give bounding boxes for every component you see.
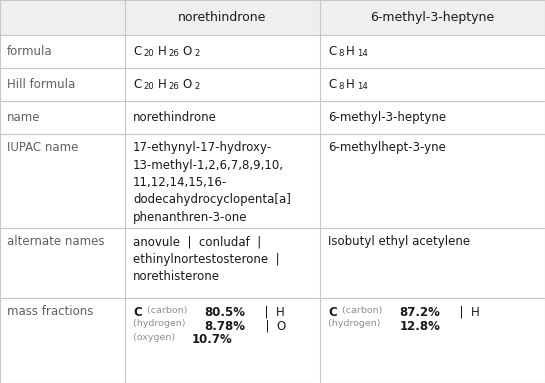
Text: 6-methyl-3-heptyne: 6-methyl-3-heptyne <box>328 111 446 124</box>
Text: 8: 8 <box>338 49 344 58</box>
Text: norethindrone: norethindrone <box>178 11 267 24</box>
Text: C: C <box>133 45 141 58</box>
Text: O: O <box>183 45 192 58</box>
Text: C: C <box>133 306 142 319</box>
Text: Hill formula: Hill formula <box>7 78 75 91</box>
Text: |  O: | O <box>258 319 286 332</box>
Text: 14: 14 <box>357 82 368 91</box>
Text: 20: 20 <box>144 82 154 91</box>
Text: H: H <box>346 45 354 58</box>
Text: C: C <box>133 78 141 91</box>
Text: 6-methyl-3-heptyne: 6-methyl-3-heptyne <box>371 11 494 24</box>
Text: Isobutyl ethyl acetylene: Isobutyl ethyl acetylene <box>328 235 470 248</box>
Text: 12.8%: 12.8% <box>399 319 440 332</box>
Text: 6-methylhept-3-yne: 6-methylhept-3-yne <box>328 141 446 154</box>
Text: alternate names: alternate names <box>7 235 105 248</box>
Text: 14: 14 <box>357 49 368 58</box>
Text: H: H <box>158 45 166 58</box>
Text: 87.2%: 87.2% <box>399 306 440 319</box>
Text: 26: 26 <box>169 82 179 91</box>
Text: name: name <box>7 111 40 124</box>
Text: 2: 2 <box>195 82 200 91</box>
Text: (hydrogen): (hydrogen) <box>133 319 189 329</box>
Text: mass fractions: mass fractions <box>7 305 93 318</box>
Bar <box>0 0 545 35</box>
Text: 20: 20 <box>144 49 154 58</box>
Text: C: C <box>328 306 337 319</box>
Text: anovule  |  conludaf  |
ethinylnortestosterone  |
norethisterone: anovule | conludaf | ethinylnortestoster… <box>133 235 280 283</box>
Text: 26: 26 <box>169 49 179 58</box>
Text: formula: formula <box>7 45 53 58</box>
Text: |  H: | H <box>257 306 285 319</box>
Text: (oxygen): (oxygen) <box>133 333 178 342</box>
Text: 80.5%: 80.5% <box>204 306 245 319</box>
Text: 8.78%: 8.78% <box>204 319 246 332</box>
Text: C: C <box>328 45 336 58</box>
Text: O: O <box>183 78 192 91</box>
Text: H: H <box>158 78 166 91</box>
Text: (hydrogen): (hydrogen) <box>328 319 384 329</box>
Text: C: C <box>328 78 336 91</box>
Text: 17-ethynyl-17-hydroxy-
13-methyl-1,2,6,7,8,9,10,
11,12,14,15,16-
dodecahydrocycl: 17-ethynyl-17-hydroxy- 13-methyl-1,2,6,7… <box>133 141 291 224</box>
Text: (carbon): (carbon) <box>144 306 191 315</box>
Text: 10.7%: 10.7% <box>191 333 232 346</box>
Text: (carbon): (carbon) <box>340 306 386 315</box>
Text: norethindrone: norethindrone <box>133 111 217 124</box>
Text: H: H <box>346 78 354 91</box>
Text: 2: 2 <box>195 49 200 58</box>
Text: 8: 8 <box>338 82 344 91</box>
Text: IUPAC name: IUPAC name <box>7 141 78 154</box>
Text: |  H: | H <box>452 306 480 319</box>
